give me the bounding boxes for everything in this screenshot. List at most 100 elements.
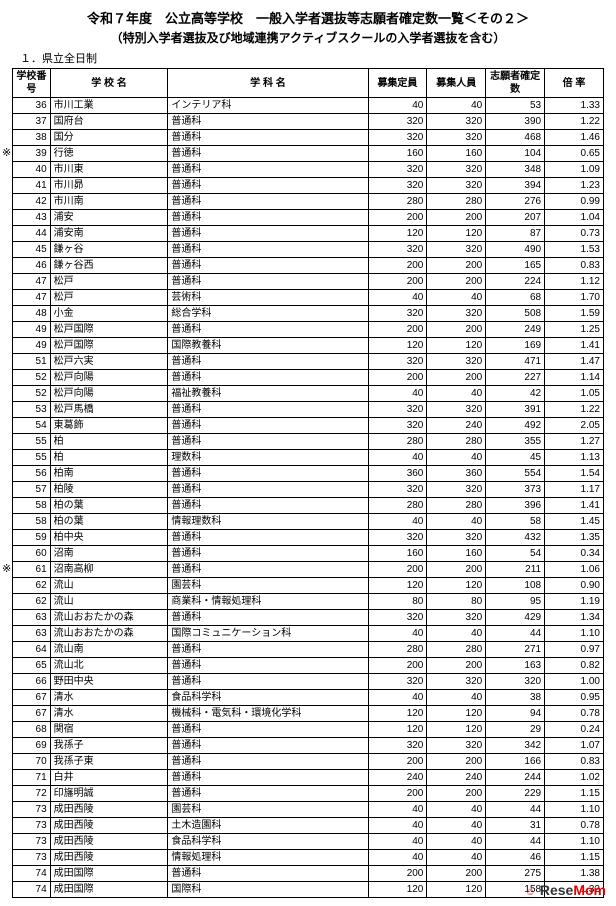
cell-applicants: 320 xyxy=(486,674,545,690)
cell-rate: 1.33 xyxy=(545,98,604,114)
cell-dept: 普通科 xyxy=(168,674,368,690)
cell-recruit: 200 xyxy=(427,658,486,674)
cell-school: 小金 xyxy=(50,306,168,322)
cell-applicants: 169 xyxy=(486,338,545,354)
table-row: 71白井普通科2402402441.02 xyxy=(13,770,604,786)
cell-rate: 1.46 xyxy=(545,130,604,146)
cell-no: 46 xyxy=(13,258,51,274)
table-row: 36市川工業インテリア科4040531.33 xyxy=(13,98,604,114)
cell-dept: 普通科 xyxy=(168,210,368,226)
cell-dept: 普通科 xyxy=(168,354,368,370)
cell-rate: 1.38 xyxy=(545,866,604,882)
cell-dept: 普通科 xyxy=(168,226,368,242)
cell-no: 44 xyxy=(13,226,51,242)
cell-applicants: 58 xyxy=(486,514,545,530)
cell-recruit: 80 xyxy=(427,594,486,610)
cell-capacity: 120 xyxy=(368,578,427,594)
cell-school: 松戸国際 xyxy=(50,338,168,354)
cell-school: 流山おおたかの森 xyxy=(50,626,168,642)
table-row: 42市川南普通科2802802760.99 xyxy=(13,194,604,210)
cell-capacity: 40 xyxy=(368,690,427,706)
cell-school: 成田西陵 xyxy=(50,850,168,866)
cell-capacity: 120 xyxy=(368,722,427,738)
cell-applicants: 46 xyxy=(486,850,545,866)
cell-school: 市川東 xyxy=(50,162,168,178)
cell-capacity: 320 xyxy=(368,162,427,178)
cell-no: 73 xyxy=(13,802,51,818)
cell-rate: 0.90 xyxy=(545,578,604,594)
cell-dept: 普通科 xyxy=(168,658,368,674)
cell-dept: 普通科 xyxy=(168,370,368,386)
cell-rate: 1.10 xyxy=(545,802,604,818)
cell-capacity: 200 xyxy=(368,274,427,290)
cell-dept: 園芸科 xyxy=(168,802,368,818)
cell-applicants: 207 xyxy=(486,210,545,226)
cell-no: 63 xyxy=(13,626,51,642)
cell-dept: 普通科 xyxy=(168,642,368,658)
cell-school: 東葛飾 xyxy=(50,418,168,434)
cell-applicants: 68 xyxy=(486,290,545,306)
note-marker: ※ xyxy=(2,562,11,575)
cell-rate: 1.41 xyxy=(545,498,604,514)
table-row: 55柏普通科2802803551.27 xyxy=(13,434,604,450)
table-row: 41市川昴普通科3203203941.23 xyxy=(13,178,604,194)
cell-school: 市川昴 xyxy=(50,178,168,194)
table-row: 47松戸芸術科4040681.70 xyxy=(13,290,604,306)
cell-capacity: 200 xyxy=(368,322,427,338)
cell-no: 48 xyxy=(13,306,51,322)
table-row: 49松戸国際普通科2002002491.25 xyxy=(13,322,604,338)
cell-no: 52 xyxy=(13,386,51,402)
cell-recruit: 320 xyxy=(427,306,486,322)
header-dept: 学 科 名 xyxy=(168,69,368,98)
cell-no: 53 xyxy=(13,402,51,418)
cell-no: 62 xyxy=(13,594,51,610)
cell-no: 47 xyxy=(13,290,51,306)
cell-rate: 1.04 xyxy=(545,210,604,226)
cell-no: 58 xyxy=(13,498,51,514)
cell-school: 柏陵 xyxy=(50,482,168,498)
cell-school: 柏の葉 xyxy=(50,514,168,530)
cell-rate: 0.78 xyxy=(545,706,604,722)
cell-recruit: 200 xyxy=(427,562,486,578)
table-row: 38国分普通科3203204681.46 xyxy=(13,130,604,146)
cell-school: 行徳 xyxy=(50,146,168,162)
cell-capacity: 40 xyxy=(368,386,427,402)
table-row: 73成田西陵土木造園科4040310.78 xyxy=(13,818,604,834)
data-table: 学校番号 学 校 名 学 科 名 募集定員 募集人員 志願者確定数 倍 率 36… xyxy=(12,68,604,898)
cell-applicants: 396 xyxy=(486,498,545,514)
cell-dept: 普通科 xyxy=(168,546,368,562)
cell-recruit: 160 xyxy=(427,546,486,562)
cell-recruit: 280 xyxy=(427,194,486,210)
table-row: 45鎌ヶ谷普通科3203204901.53 xyxy=(13,242,604,258)
cell-dept: 普通科 xyxy=(168,482,368,498)
cell-capacity: 240 xyxy=(368,770,427,786)
cell-no: 39 xyxy=(13,146,51,162)
cell-recruit: 120 xyxy=(427,578,486,594)
header-no: 学校番号 xyxy=(13,69,51,98)
cell-school: 印旛明誠 xyxy=(50,786,168,802)
table-row: 37国府台普通科3203203901.22 xyxy=(13,114,604,130)
cell-no: 66 xyxy=(13,674,51,690)
cell-recruit: 240 xyxy=(427,770,486,786)
cell-school: 成田西陵 xyxy=(50,834,168,850)
cell-applicants: 227 xyxy=(486,370,545,386)
cell-school: 松戸 xyxy=(50,290,168,306)
cell-no: 45 xyxy=(13,242,51,258)
cell-no: 41 xyxy=(13,178,51,194)
cell-recruit: 200 xyxy=(427,322,486,338)
table-row: 68関宿普通科120120290.24 xyxy=(13,722,604,738)
cell-capacity: 40 xyxy=(368,290,427,306)
table-row: 51松戸六実普通科3203204711.47 xyxy=(13,354,604,370)
cell-dept: 商業科・情報処理科 xyxy=(168,594,368,610)
cell-capacity: 200 xyxy=(368,658,427,674)
cell-no: 55 xyxy=(13,434,51,450)
page-title-1: 令和７年度 公立高等学校 一般入学者選抜等志願者確定数一覧＜その２＞ xyxy=(12,8,604,27)
cell-dept: 理数科 xyxy=(168,450,368,466)
cell-capacity: 40 xyxy=(368,802,427,818)
cell-dept: 普通科 xyxy=(168,786,368,802)
cell-no: 72 xyxy=(13,786,51,802)
header-capacity: 募集定員 xyxy=(368,69,427,98)
cell-capacity: 320 xyxy=(368,242,427,258)
table-row: 47松戸普通科2002002241.12 xyxy=(13,274,604,290)
cell-dept: 普通科 xyxy=(168,258,368,274)
